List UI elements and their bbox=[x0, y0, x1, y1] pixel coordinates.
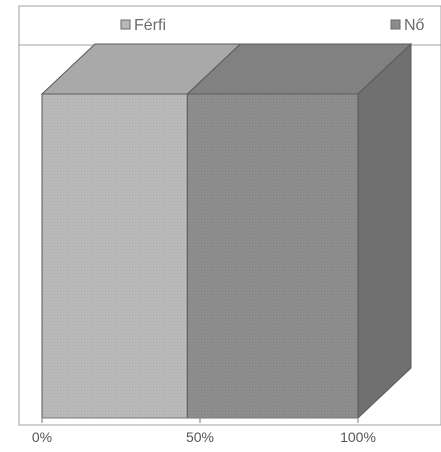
bar-texture-2 bbox=[187, 94, 358, 418]
legend-swatch-2 bbox=[390, 19, 401, 30]
x-axis: 0% 50% 100% bbox=[32, 417, 376, 445]
bars-layer bbox=[40, 42, 413, 420]
legend: Férfi Nő bbox=[120, 17, 425, 34]
x-tick-label-1: 0% bbox=[32, 429, 52, 445]
x-tick-label-2: 50% bbox=[186, 429, 214, 445]
bar-texture-1 bbox=[42, 94, 188, 418]
x-tick-label-3: 100% bbox=[340, 429, 376, 445]
bar-side-series-2 bbox=[357, 42, 412, 420]
legend-label-2: Nő bbox=[404, 17, 425, 34]
legend-swatch-1 bbox=[120, 19, 131, 30]
legend-label-1: Férfi bbox=[134, 17, 166, 34]
legend-box bbox=[18, 5, 441, 46]
